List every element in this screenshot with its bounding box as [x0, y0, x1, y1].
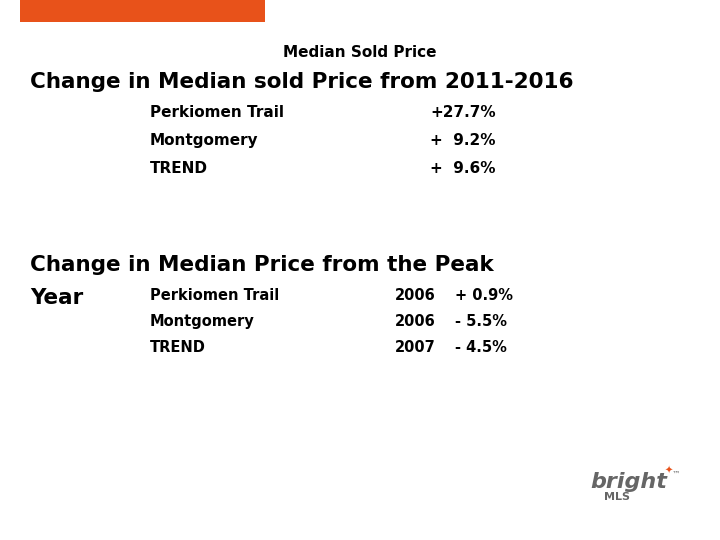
Text: TREND: TREND	[150, 161, 208, 176]
Text: Montgomery: Montgomery	[150, 314, 255, 329]
Text: 2006: 2006	[395, 314, 436, 329]
Text: MLS: MLS	[604, 492, 630, 502]
Text: Change in Median Price from the Peak: Change in Median Price from the Peak	[30, 255, 494, 275]
Text: - 5.5%: - 5.5%	[455, 314, 507, 329]
Text: bright: bright	[590, 472, 667, 492]
Text: Median Sold Price: Median Sold Price	[283, 45, 437, 60]
Text: Perkiomen Trail: Perkiomen Trail	[150, 105, 284, 120]
Text: +27.7%: +27.7%	[430, 105, 495, 120]
Text: +  9.6%: + 9.6%	[430, 161, 495, 176]
Text: 2006: 2006	[395, 288, 436, 303]
Text: Change in Median sold Price from 2011-2016: Change in Median sold Price from 2011-20…	[30, 72, 574, 92]
Text: Year: Year	[30, 288, 84, 308]
Text: ™: ™	[672, 470, 680, 479]
Text: ✦: ✦	[665, 466, 673, 476]
Text: - 4.5%: - 4.5%	[455, 340, 507, 355]
Text: + 0.9%: + 0.9%	[455, 288, 513, 303]
Text: TREND: TREND	[150, 340, 206, 355]
Text: Montgomery: Montgomery	[150, 133, 258, 148]
Text: Perkiomen Trail: Perkiomen Trail	[150, 288, 279, 303]
Bar	[20, 0, 265, 22]
Text: +  9.2%: + 9.2%	[430, 133, 495, 148]
Text: 2007: 2007	[395, 340, 436, 355]
